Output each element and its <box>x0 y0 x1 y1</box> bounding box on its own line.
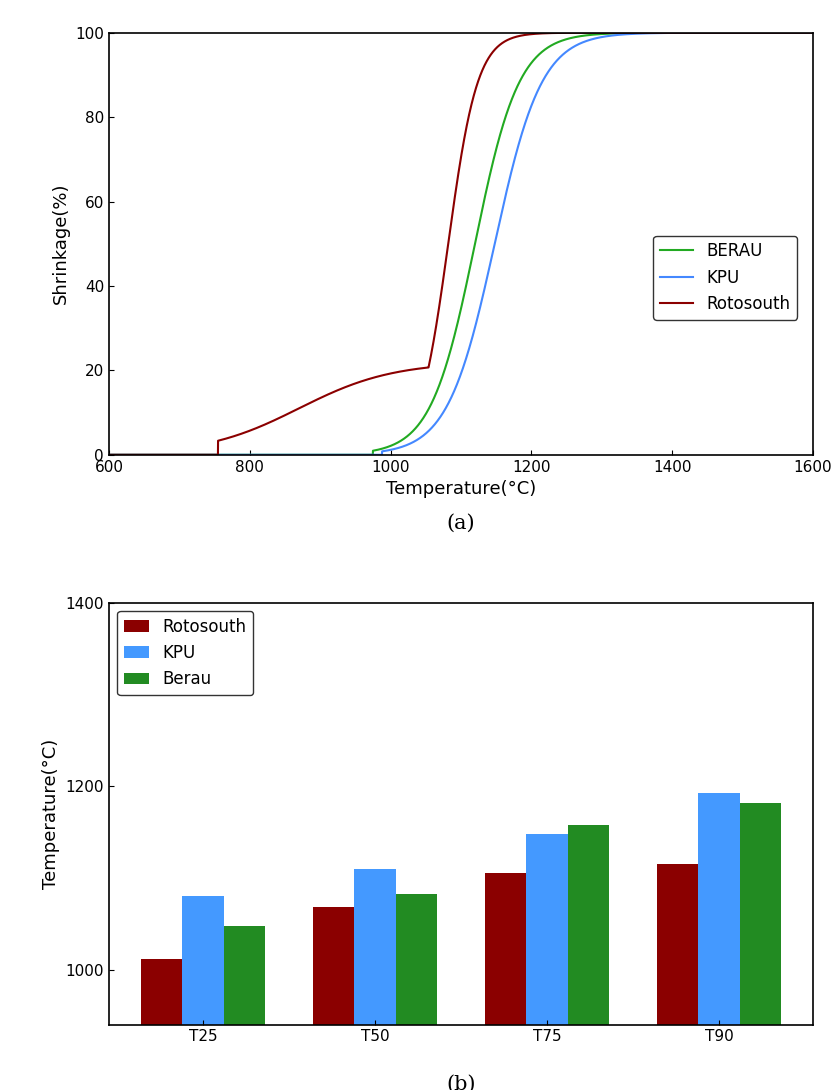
X-axis label: Temperature(°C): Temperature(°C) <box>385 481 536 498</box>
Rotosouth <box>629 26 639 39</box>
Bar <box>224 925 265 1090</box>
Line: KPU: KPU <box>109 33 813 455</box>
Bar <box>485 873 526 1090</box>
Rotosouth <box>526 27 536 40</box>
Rotosouth <box>232 428 242 441</box>
Legend: BERAU, KPU, Rotosouth: BERAU, KPU, Rotosouth <box>654 235 798 319</box>
Text: (b): (b) <box>446 1075 476 1090</box>
Y-axis label: Temperature(°C): Temperature(°C) <box>42 738 60 888</box>
BERAU <box>683 26 693 39</box>
BERAU <box>232 448 242 461</box>
Rotosouth <box>104 448 114 461</box>
Rotosouth <box>683 26 693 39</box>
BERAU <box>373 444 383 457</box>
BERAU <box>526 57 536 70</box>
Bar <box>740 802 781 1090</box>
KPU <box>104 448 114 461</box>
Text: (a): (a) <box>447 513 475 533</box>
KPU <box>629 27 639 40</box>
BERAU <box>104 448 114 461</box>
KPU <box>373 448 383 461</box>
Bar <box>182 896 224 1090</box>
Bar <box>396 894 437 1090</box>
KPU <box>232 448 242 461</box>
Line: Rotosouth: Rotosouth <box>109 33 813 455</box>
Rotosouth <box>561 26 572 39</box>
KPU <box>561 45 572 58</box>
Line: BERAU: BERAU <box>109 33 813 455</box>
Rotosouth <box>373 370 383 383</box>
Legend: Rotosouth, KPU, Berau: Rotosouth, KPU, Berau <box>117 610 253 694</box>
BERAU <box>629 26 639 39</box>
Bar <box>567 824 609 1090</box>
KPU <box>526 100 536 113</box>
Bar <box>354 869 396 1090</box>
Rotosouth <box>808 26 818 39</box>
Bar <box>698 794 740 1090</box>
BERAU <box>808 26 818 39</box>
Bar <box>657 864 698 1090</box>
KPU <box>683 26 693 39</box>
BERAU <box>561 33 572 46</box>
Y-axis label: Shrinkage(%): Shrinkage(%) <box>52 183 70 304</box>
Bar <box>313 907 354 1090</box>
Bar <box>141 958 182 1090</box>
Bar <box>526 834 567 1090</box>
KPU <box>808 26 818 39</box>
